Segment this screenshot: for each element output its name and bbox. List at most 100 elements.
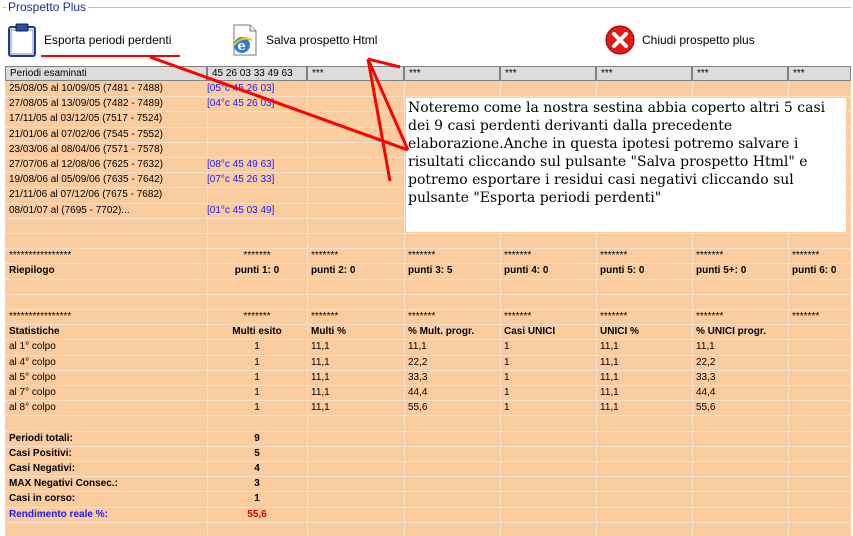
period-range: 27/07/06 al 12/08/06 (7625 - 7632) (9, 159, 164, 170)
ie-html-icon: e (232, 24, 257, 56)
results-grid[interactable]: Periodi esaminati 45 26 03 33 49 63 *** … (5, 66, 851, 536)
stars-cell: **************** (9, 311, 72, 322)
stat-cell: 1 (254, 357, 260, 368)
rendimento-value: 55,6 (247, 509, 267, 520)
stat-cell: 44,4 (696, 387, 716, 398)
header-col-8[interactable]: *** (788, 66, 851, 81)
row-line (5, 339, 851, 340)
grid-line (500, 81, 501, 536)
stat-cell: 1 (504, 357, 510, 368)
close-prospetto-button[interactable]: Chiudi prospetto plus (604, 22, 755, 58)
export-losing-periods-button[interactable]: Esporta periodi perdenti (6, 22, 171, 58)
stat-cell: 11,1 (311, 357, 330, 368)
stat-cell: 44,4 (408, 387, 428, 398)
riepilogo-value: punti 1: 0 (234, 265, 280, 276)
total-value: 5 (254, 448, 260, 459)
period-hit: [01°c 45 03 49] (207, 205, 275, 216)
period-range: 19/08/06 al 05/09/06 (7635 - 7642) (9, 174, 164, 185)
stars-cell: ******* (600, 311, 628, 322)
stat-cell: 11,1 (311, 402, 330, 413)
stars-cell: ******* (243, 250, 271, 261)
stat-header: UNICI % (600, 326, 639, 337)
clipboard-icon (8, 23, 36, 57)
row-line (5, 431, 851, 432)
header-col-5[interactable]: *** (500, 66, 596, 81)
total-value: 3 (254, 478, 260, 489)
total-label: Casi Positivi: (9, 448, 72, 459)
grid-line (788, 81, 789, 536)
grid-line (404, 81, 405, 536)
stat-cell: 11,1 (311, 341, 330, 352)
stat-cell: 1 (254, 372, 260, 383)
row-line (5, 233, 851, 234)
stat-cell: 11,1 (311, 372, 330, 383)
stat-header: Statistiche (9, 326, 60, 337)
header-sestina[interactable]: 45 26 03 33 49 63 (207, 66, 307, 81)
riepilogo-value: punti 6: 0 (792, 265, 837, 276)
period-hit: [05°c 45 26 03] (207, 83, 275, 94)
row-line (5, 355, 851, 356)
stat-cell: 11,1 (600, 341, 619, 352)
stars-cell: ******* (243, 311, 271, 322)
header-col-4[interactable]: *** (404, 66, 500, 81)
stars-cell: ******* (600, 250, 628, 261)
stars-cell: ******* (311, 250, 339, 261)
riepilogo-value: punti 5: 0 (600, 265, 645, 276)
stat-cell: 1 (254, 402, 260, 413)
total-label: Periodi totali: (9, 433, 73, 444)
period-hit (207, 142, 307, 157)
stat-cell: 22,2 (696, 357, 716, 368)
riepilogo-value: punti 4: 0 (504, 265, 549, 276)
riepilogo-value: punti 2: 0 (311, 265, 356, 276)
stat-cell: 1 (504, 387, 510, 398)
stat-cell: al 8° colpo (9, 402, 56, 413)
stat-cell: 55,6 (696, 402, 716, 413)
toolbar: Esporta periodi perdenti e Salva prospet… (0, 18, 853, 64)
riepilogo-label: Riepilogo (9, 265, 55, 276)
period-hit (207, 111, 307, 126)
period-hit: [04°c 45 26 03] (207, 98, 275, 109)
row-line (5, 522, 851, 523)
period-range: 17/11/05 al 03/12/05 (7517 - 7524) (9, 113, 163, 124)
period-range: 27/08/05 al 13/09/05 (7482 - 7489) (9, 98, 164, 109)
stat-cell: 33,3 (408, 372, 428, 383)
row-line (5, 324, 851, 325)
riepilogo-value: punti 3: 5 (408, 265, 453, 276)
save-html-button[interactable]: e Salva prospetto Html (228, 22, 377, 58)
stat-cell: 33,3 (696, 372, 716, 383)
export-button-label: Esporta periodi perdenti (44, 33, 172, 47)
stars-cell: ******* (408, 311, 436, 322)
grid-line (692, 81, 693, 536)
row-line (5, 385, 851, 386)
row-line (5, 309, 851, 310)
stat-cell: 1 (254, 387, 260, 398)
stat-header: % UNICI progr. (696, 326, 767, 337)
stat-cell: 22,2 (408, 357, 428, 368)
stat-cell: al 4° colpo (9, 357, 56, 368)
row-line (5, 415, 851, 416)
header-periodi[interactable]: Periodi esaminati (5, 66, 207, 81)
period-hit (207, 187, 307, 202)
grid-line (207, 81, 208, 536)
header-col-3[interactable]: *** (307, 66, 404, 81)
stars-cell: ******* (504, 250, 532, 261)
total-value: 9 (254, 433, 260, 444)
row-line (5, 461, 851, 462)
header-col-6[interactable]: *** (596, 66, 692, 81)
total-label: Casi Negativi: (9, 463, 76, 474)
header-col-7[interactable]: *** (692, 66, 788, 81)
stat-cell: al 7° colpo (9, 387, 56, 398)
stat-cell: al 1° colpo (9, 341, 56, 352)
stat-cell: 11,1 (311, 387, 330, 398)
total-label: MAX Negativi Consec.: (9, 478, 118, 489)
stars-cell: ******* (792, 250, 820, 261)
row-line (5, 446, 851, 447)
row-line (5, 476, 851, 477)
stat-cell: al 5° colpo (9, 372, 56, 383)
period-range: 21/11/06 al 07/12/06 (7675 - 7682) (9, 189, 163, 200)
stat-cell: 11,1 (600, 402, 619, 413)
stars-cell: ******* (792, 311, 820, 322)
stars-cell: ******* (408, 250, 436, 261)
stat-cell: 11,1 (408, 341, 427, 352)
period-range: 08/01/07 al (7695 - 7702)... (9, 205, 130, 216)
